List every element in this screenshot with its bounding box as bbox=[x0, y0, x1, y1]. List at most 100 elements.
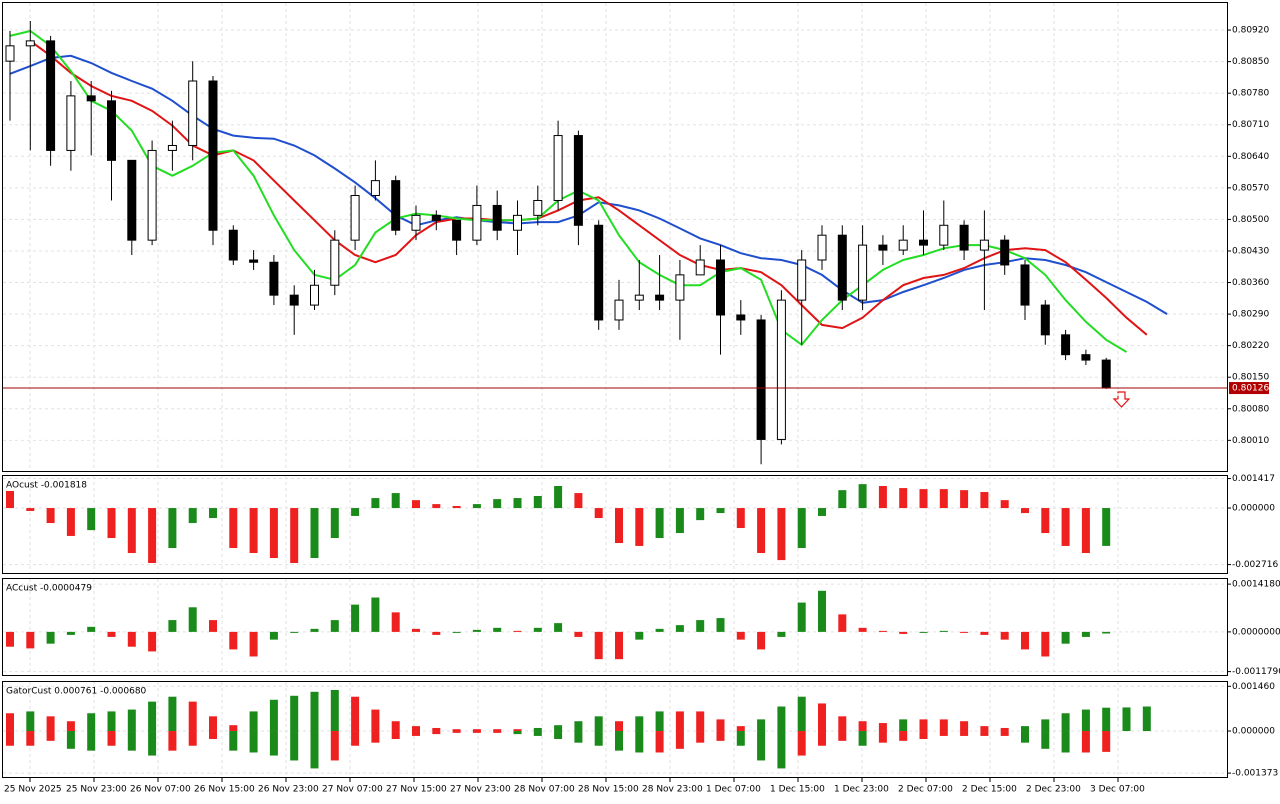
gator-bar bbox=[87, 731, 96, 751]
gator-bar bbox=[757, 731, 766, 761]
gator-bar bbox=[615, 721, 623, 732]
histogram-bar bbox=[269, 508, 278, 559]
histogram-bar bbox=[533, 627, 542, 632]
candle-body bbox=[86, 95, 96, 102]
gator-bar bbox=[554, 731, 563, 739]
gator-bar bbox=[797, 731, 806, 756]
gator-bar bbox=[351, 696, 360, 732]
gator-bar bbox=[858, 721, 867, 732]
histogram-bar bbox=[188, 607, 197, 632]
histogram-bar bbox=[899, 488, 908, 509]
gator-bar bbox=[1081, 709, 1090, 732]
histogram-bar bbox=[1021, 508, 1029, 514]
gator-bar bbox=[919, 719, 928, 732]
gator-bar bbox=[1102, 707, 1111, 732]
y-tick-label: 0.80080 bbox=[1232, 404, 1269, 414]
gator-bar bbox=[736, 731, 745, 746]
x-tick-label: 2 Dec 23:00 bbox=[1026, 785, 1081, 795]
y-tick-label: -0.001373 bbox=[1232, 769, 1278, 779]
candle-body bbox=[1101, 359, 1111, 389]
histogram-bar bbox=[919, 631, 928, 633]
gator-bar bbox=[472, 729, 481, 732]
histogram-bar bbox=[432, 504, 441, 509]
gator-bar bbox=[554, 725, 563, 732]
histogram-bar bbox=[574, 493, 583, 509]
y-tick-label: 0.80850 bbox=[1232, 57, 1269, 67]
histogram-bar bbox=[939, 630, 948, 632]
histogram-bar bbox=[127, 631, 136, 647]
gator-bar bbox=[148, 701, 157, 732]
candle-body bbox=[1040, 304, 1050, 336]
gator-bar bbox=[188, 701, 197, 732]
gator-bar bbox=[209, 716, 217, 732]
gator-bar bbox=[6, 731, 14, 746]
gator-bar bbox=[249, 711, 258, 732]
histogram-bar bbox=[472, 629, 481, 632]
candle-body bbox=[411, 214, 421, 231]
x-tick-label: 27 Nov 23:00 bbox=[450, 785, 511, 795]
histogram-bar bbox=[858, 484, 867, 509]
candle-body bbox=[573, 135, 583, 226]
histogram-bar bbox=[635, 508, 644, 546]
gator-bar bbox=[452, 729, 461, 732]
histogram-bar bbox=[412, 628, 420, 632]
histogram-bar bbox=[229, 631, 238, 650]
candle-body bbox=[898, 239, 908, 251]
x-tick-label: 28 Nov 23:00 bbox=[642, 785, 703, 795]
gator-bar bbox=[371, 731, 380, 743]
histogram-bar bbox=[330, 508, 339, 539]
histogram-bar bbox=[472, 504, 481, 509]
histogram-bar bbox=[87, 626, 96, 632]
candle-body bbox=[5, 45, 15, 62]
histogram-bar bbox=[736, 631, 745, 640]
gator-bar bbox=[472, 731, 481, 733]
histogram-bar bbox=[594, 508, 603, 519]
gator-bar bbox=[675, 711, 684, 732]
y-tick-label: -0.002716 bbox=[1232, 560, 1278, 570]
gator-bar bbox=[209, 731, 217, 739]
candle-body bbox=[858, 244, 868, 301]
histogram-bar bbox=[168, 508, 177, 549]
histogram-bar bbox=[1000, 631, 1009, 640]
gator-bar bbox=[391, 731, 400, 739]
current-price-box bbox=[1229, 382, 1269, 395]
histogram-bar bbox=[148, 508, 157, 564]
gator-bar bbox=[168, 696, 177, 732]
gator-bar bbox=[675, 731, 684, 749]
histogram-bar bbox=[249, 508, 258, 554]
x-tick-label: 1 Dec 15:00 bbox=[770, 785, 825, 795]
histogram-bar bbox=[615, 508, 623, 544]
y-tick-label: 0.0014180 bbox=[1232, 580, 1280, 590]
gator-bar bbox=[229, 725, 238, 732]
histogram-bar bbox=[797, 602, 806, 632]
gator-bar bbox=[148, 731, 157, 756]
gator-bar bbox=[838, 731, 847, 741]
indicator-label: ACcust -0.0000479 bbox=[6, 584, 92, 594]
main-panel-frame bbox=[2, 2, 1228, 472]
histogram-bar bbox=[777, 631, 786, 637]
histogram-bar bbox=[594, 631, 603, 660]
histogram-bar bbox=[635, 631, 644, 640]
histogram-bar bbox=[209, 508, 217, 519]
candle-body bbox=[1000, 239, 1010, 266]
gator-bar bbox=[127, 709, 136, 732]
histogram-bar bbox=[696, 508, 705, 521]
histogram-bar bbox=[838, 614, 847, 632]
histogram-bar bbox=[391, 493, 400, 509]
candle-body bbox=[695, 259, 705, 276]
candle-body bbox=[675, 274, 685, 301]
histogram-bar bbox=[493, 627, 502, 632]
histogram-bar bbox=[757, 508, 766, 554]
gator-bar bbox=[371, 709, 380, 732]
histogram-bar bbox=[371, 597, 380, 632]
gator-panel-frame bbox=[2, 681, 1228, 778]
gator-bar bbox=[1041, 719, 1050, 732]
ao-panel-frame bbox=[2, 475, 1228, 574]
histogram-bar bbox=[513, 498, 522, 509]
gator-bar bbox=[1021, 731, 1029, 743]
x-tick-label: 25 Nov 23:00 bbox=[66, 785, 127, 795]
y-tick-label: 0.80500 bbox=[1232, 215, 1269, 225]
histogram-bar bbox=[412, 500, 420, 509]
